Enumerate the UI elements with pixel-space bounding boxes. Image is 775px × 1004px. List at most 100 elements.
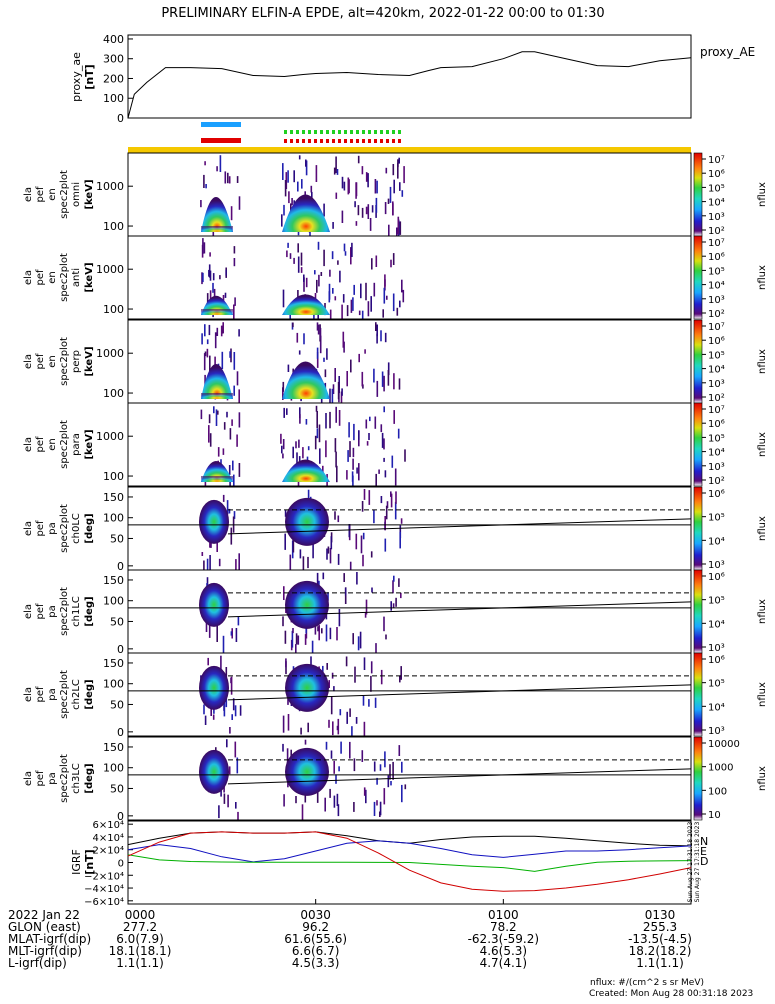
flux-streak [228, 465, 231, 475]
flux-streak [235, 628, 238, 642]
panel-ylabel: ela [23, 270, 34, 285]
ytick-label: 50 [110, 698, 124, 711]
flux-streak [291, 630, 294, 648]
flux-streak [289, 253, 292, 259]
flux-streak [209, 290, 212, 305]
flux-streak [303, 277, 305, 292]
flux-streak [203, 174, 205, 188]
panel-ylabel: para [71, 433, 82, 456]
panel-ylabel: en [47, 438, 58, 451]
zone-dot-red [326, 139, 329, 143]
flux-streak [286, 250, 288, 258]
ytick-label: 1000 [96, 347, 124, 360]
colorbar-tick-label: 10000 [708, 739, 740, 750]
colorbar [693, 736, 703, 821]
flux-streak [374, 416, 377, 429]
flux-streak [335, 774, 337, 784]
flux-streak [334, 511, 336, 520]
colorbar-tick-label: 10⁴ [708, 198, 725, 209]
flux-streak [284, 180, 287, 197]
flux-streak [216, 166, 218, 172]
flux-streak [315, 165, 318, 182]
flux-streak [334, 296, 337, 301]
flux-blob [199, 665, 229, 710]
flux-streak [381, 371, 384, 387]
flux-streak [297, 181, 299, 192]
flux-streak [392, 580, 394, 594]
panel-ylabel: spec2plot [59, 587, 70, 636]
flux-streak [388, 224, 390, 240]
flux-streak [339, 709, 342, 716]
flux-streak [383, 438, 385, 450]
flux-streak [228, 508, 231, 514]
flux-streak [339, 270, 341, 283]
flux-streak [364, 612, 367, 618]
colorbar-label: nflux [757, 432, 768, 457]
panel-ylabel: ela [23, 187, 34, 202]
panel-ylabel: en [47, 271, 58, 284]
flux-streak [303, 274, 305, 282]
flux-streak [335, 192, 338, 199]
annotation-value: -62.3(-59.2) [467, 932, 540, 946]
ae-ytick-label: 200 [103, 72, 124, 85]
flux-streak [230, 348, 232, 363]
zone-dot-red [350, 139, 353, 143]
zone-dot-green [392, 130, 395, 134]
flux-streak [338, 766, 340, 772]
ytick-label: 150 [103, 657, 124, 670]
annotation-value: 61.6(55.6) [284, 932, 348, 946]
flux-streak [295, 796, 297, 804]
igrf-ytick-label: 2×10⁴ [93, 846, 124, 857]
flux-streak [316, 322, 319, 331]
colorbar [693, 569, 703, 654]
flux-streak [285, 661, 287, 675]
flux-streak [206, 348, 209, 358]
flux-streak [393, 575, 395, 582]
annotation-label: 2022 Jan 22 [8, 908, 80, 922]
flux-streak [224, 292, 227, 298]
flux-streak [202, 238, 204, 254]
flux-streak [375, 197, 378, 213]
flux-blob [285, 663, 329, 712]
flux-streak [333, 760, 335, 774]
ytick-label: 150 [103, 491, 124, 504]
flux-streak [284, 630, 287, 644]
flux-streak [365, 789, 367, 804]
annotation-value: 4.7(4.1) [479, 956, 528, 970]
zone-dot-red [398, 139, 401, 143]
flux-streak [318, 625, 320, 641]
colorbar [693, 319, 703, 404]
panel-ylabel: omni [71, 182, 82, 207]
flux-streak [358, 463, 360, 481]
annotation-label: L-igrf(dip) [8, 956, 67, 970]
flux-blob [285, 580, 329, 629]
flux-streak [379, 801, 382, 816]
flux-streak [361, 371, 364, 387]
flux-streak [355, 533, 358, 550]
zone-dot-green [386, 130, 389, 134]
flux-streak [360, 535, 363, 554]
flux-streak [350, 299, 353, 313]
flux-streak [357, 155, 360, 164]
flux-streak [337, 553, 340, 565]
flux-streak [346, 371, 348, 387]
panel-ylabel: pef [35, 603, 46, 620]
flux-streak [392, 201, 394, 216]
spectrogram-panel: 150 100 50 0 ela pef pa spec2plot ch0LC [deg] 10⁶ 1… [23, 486, 768, 577]
flux-streak [209, 555, 211, 570]
ytick-label: 150 [103, 741, 124, 754]
flux-streak [352, 633, 354, 645]
flux-streak [218, 805, 220, 819]
flux-streak [346, 711, 348, 724]
flux-streak [291, 198, 293, 206]
plot-title: PRELIMINARY ELFIN-A EPDE, alt=420km, 202… [161, 6, 605, 21]
flux-streak [326, 663, 328, 670]
flux-streak [349, 708, 351, 717]
flux-streak [370, 296, 372, 312]
colorbar-tick-label: 10⁴ [708, 702, 725, 713]
flux-streak [371, 587, 373, 593]
panel-ylabel: pa [47, 522, 58, 534]
flux-streak [393, 410, 395, 424]
flux-streak [321, 628, 323, 634]
flux-streak [327, 592, 329, 601]
